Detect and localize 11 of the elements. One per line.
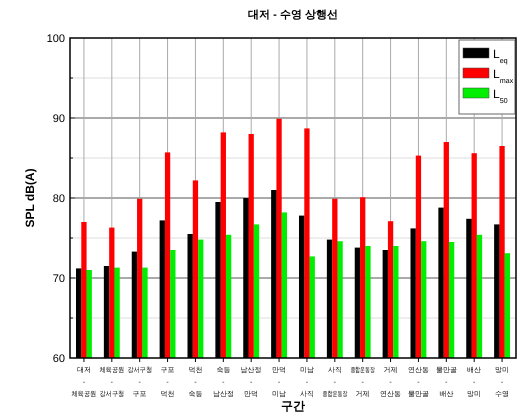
y-tick-label: 80 <box>52 193 65 205</box>
legend-label: L$_{max}$ <box>493 67 514 84</box>
y-tick-label: 70 <box>52 273 65 285</box>
y-tick-label: 90 <box>52 113 65 125</box>
legend-label: L$_{50}$ <box>493 87 508 104</box>
y-tick-label: 60 <box>52 353 65 365</box>
legend-label: L$_{eq}$ <box>493 47 508 64</box>
chart-title: 대저 - 수영 상행선 <box>248 9 338 21</box>
y-tick-label: 100 <box>46 33 65 45</box>
y-axis-title: SPL dB(A) <box>23 168 37 228</box>
x-axis-title: 구간 <box>281 399 305 413</box>
